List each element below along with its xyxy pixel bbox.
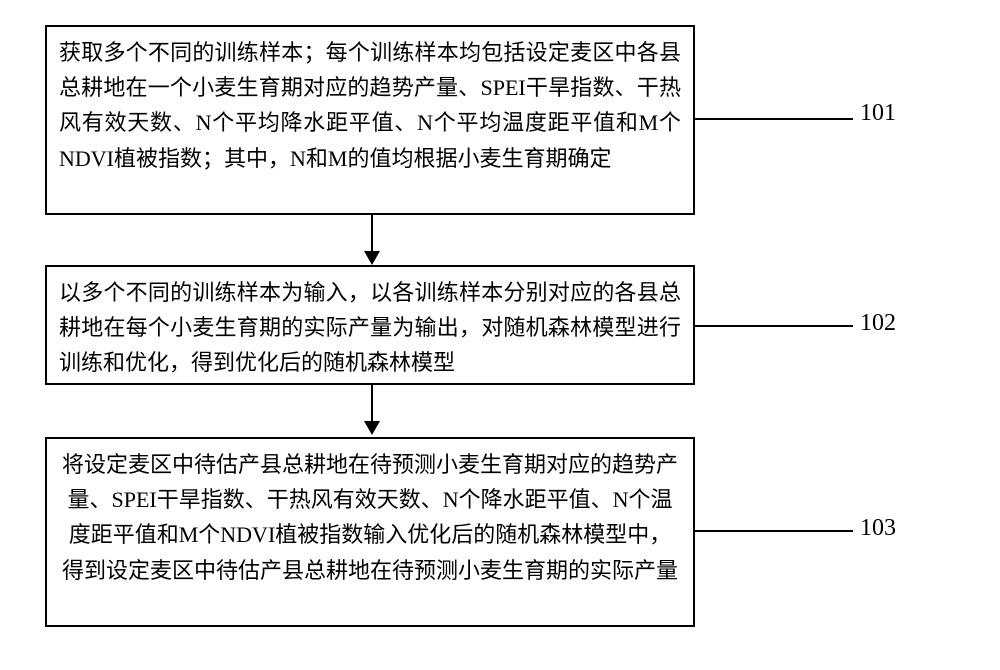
flowchart-step-3: 将设定麦区中待估产县总耕地在待预测小麦生育期对应的趋势产量、SPEI干旱指数、干… [45, 437, 695, 627]
label-connector-1 [695, 118, 853, 120]
step-3-label: 103 [860, 515, 896, 542]
flowchart-step-1: 获取多个不同的训练样本；每个训练样本均包括设定麦区中各县总耕地在一个小麦生育期对… [45, 25, 695, 215]
flowchart-step-2: 以多个不同的训练样本为输入，以各训练样本分别对应的各县总耕地在每个小麦生育期的实… [45, 265, 695, 385]
arrow-2-line [371, 385, 373, 423]
step-1-text: 获取多个不同的训练样本；每个训练样本均包括设定麦区中各县总耕地在一个小麦生育期对… [59, 35, 681, 176]
label-connector-3 [695, 530, 853, 532]
step-2-text: 以多个不同的训练样本为输入，以各训练样本分别对应的各县总耕地在每个小麦生育期的实… [59, 275, 681, 381]
arrow-2-head [364, 421, 380, 435]
arrow-1-line [371, 215, 373, 253]
step-3-text: 将设定麦区中待估产县总耕地在待预测小麦生育期对应的趋势产量、SPEI干旱指数、干… [59, 447, 681, 588]
arrow-1-head [364, 251, 380, 265]
step-2-label: 102 [860, 310, 896, 337]
step-1-label: 101 [860, 100, 896, 127]
flowchart-container: 获取多个不同的训练样本；每个训练样本均包括设定麦区中各县总耕地在一个小麦生育期对… [0, 0, 1000, 670]
label-connector-2 [695, 325, 853, 327]
